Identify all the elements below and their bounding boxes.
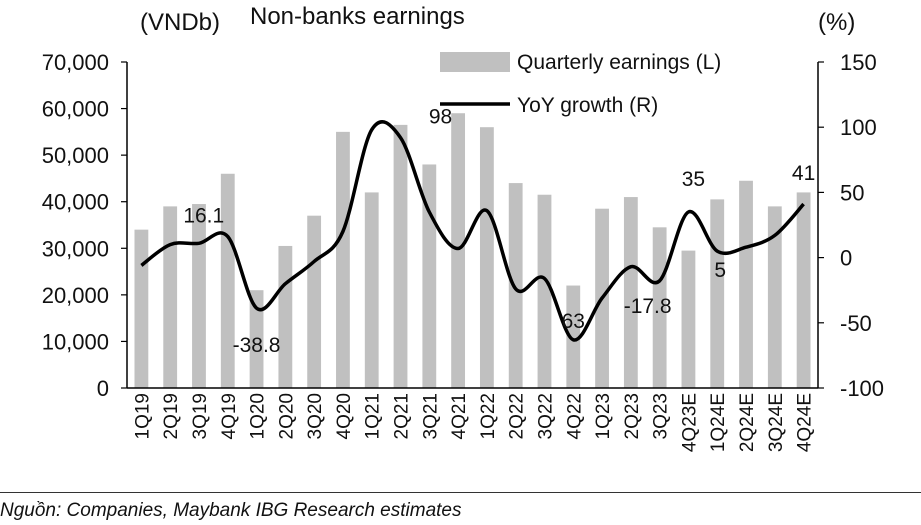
bar <box>681 250 696 388</box>
bar <box>767 206 782 388</box>
bar <box>220 173 235 388</box>
legend-bar-label: Quarterly earnings (L) <box>517 51 721 74</box>
x-tick-label: 1Q22 <box>478 393 499 439</box>
x-tick-label: 4Q23E <box>679 393 700 452</box>
left-tick-label: 40,000 <box>42 190 109 215</box>
x-tick-label: 2Q23 <box>622 393 643 439</box>
bar <box>796 192 811 388</box>
x-tick-label: 1Q24E <box>708 393 729 452</box>
x-tick-label: 4Q20 <box>334 393 355 439</box>
legend-bar-swatch <box>440 52 510 72</box>
right-tick-label: 150 <box>840 50 877 75</box>
x-tick-label: 1Q19 <box>132 393 153 439</box>
source-note: Nguồn: Companies, Maybank IBG Research e… <box>0 500 462 521</box>
bar <box>307 215 322 388</box>
bar <box>364 192 379 388</box>
x-tick-label: 1Q20 <box>248 393 269 439</box>
data-label: 98 <box>429 106 452 129</box>
x-tick-label: 3Q20 <box>305 393 326 439</box>
bar <box>710 199 725 388</box>
legend-line-label: YoY growth (R) <box>517 94 658 117</box>
data-label: 35 <box>682 168 705 191</box>
bar <box>163 206 178 388</box>
right-tick-label: 100 <box>840 115 877 140</box>
data-label: 63 <box>562 310 585 333</box>
bar <box>537 194 552 388</box>
bar <box>508 183 523 388</box>
bar <box>393 124 408 388</box>
yoy-growth-line <box>140 120 805 342</box>
x-tick-label: 3Q23 <box>651 393 672 439</box>
bar <box>278 245 293 388</box>
data-label: -17.8 <box>624 295 672 318</box>
source-divider <box>0 492 921 493</box>
right-tick-label: 50 <box>840 180 864 205</box>
x-tick-label: 1Q23 <box>593 393 614 439</box>
bar <box>336 131 350 388</box>
x-tick-label: 4Q22 <box>564 393 585 439</box>
x-tick-label: 3Q24E <box>766 393 787 452</box>
bar <box>623 197 638 388</box>
right-tick-label: 0 <box>840 246 852 271</box>
x-tick-label: 2Q24E <box>737 393 758 452</box>
plot-area: 0 10,000 20,000 30,000 40,000 50,000 60,000 70,… <box>42 50 884 452</box>
data-label: 5 <box>714 259 726 282</box>
bar <box>739 180 753 388</box>
x-tick-label: 3Q22 <box>535 393 556 439</box>
left-tick-label: 70,000 <box>42 50 109 75</box>
left-tick-label: 50,000 <box>42 143 109 168</box>
left-tick-label: 0 <box>97 376 109 401</box>
x-tick-label: 3Q19 <box>190 393 211 439</box>
x-tick-label: 2Q22 <box>507 393 528 439</box>
data-label: 41 <box>792 162 815 185</box>
right-axis-unit: (%) <box>818 9 855 36</box>
right-tick-label: -50 <box>840 311 872 336</box>
legend: Quarterly earnings (L) YoY growth (R) <box>440 51 721 117</box>
right-tick-label: -100 <box>840 376 884 401</box>
bar <box>134 229 149 388</box>
left-tick-label: 20,000 <box>42 283 109 308</box>
left-axis-unit: (VNDb) <box>140 9 220 36</box>
x-tick-label: 4Q21 <box>449 393 470 439</box>
x-tick-label: 3Q21 <box>420 393 441 439</box>
x-tick-label: 2Q19 <box>161 393 182 439</box>
x-tick-label: 4Q19 <box>219 393 240 439</box>
bar <box>479 127 494 388</box>
data-label: 16.1 <box>183 205 224 228</box>
x-tick-label: 1Q21 <box>363 393 384 439</box>
data-label: -38.8 <box>233 334 281 357</box>
bar <box>451 113 466 388</box>
left-tick-label: 30,000 <box>42 236 109 261</box>
chart-title: Non-banks earnings <box>250 3 465 30</box>
left-tick-label: 10,000 <box>42 329 109 354</box>
x-tick-label: 2Q20 <box>276 393 297 439</box>
bar <box>249 290 264 388</box>
left-tick-label: 60,000 <box>42 97 109 122</box>
bar <box>192 204 206 388</box>
bar <box>652 227 667 388</box>
x-tick-label: 4Q24E <box>795 393 816 452</box>
x-tick-label: 2Q21 <box>392 393 413 439</box>
bar <box>566 285 581 388</box>
